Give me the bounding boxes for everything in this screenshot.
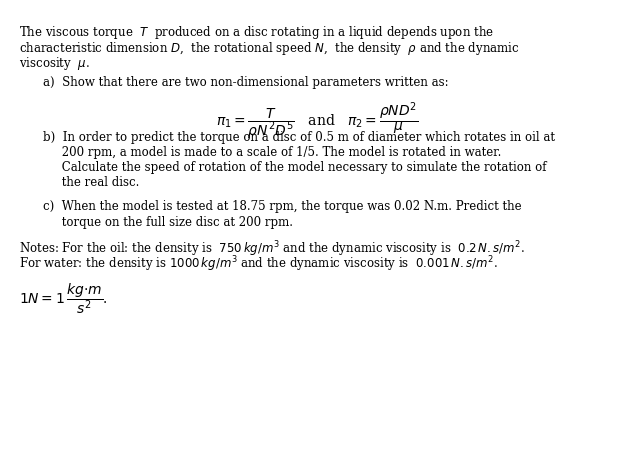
Text: The viscous torque  $T$  produced on a disc rotating in a liquid depends upon th: The viscous torque $T$ produced on a dis… <box>19 24 494 41</box>
Text: torque on the full size disc at 200 rpm.: torque on the full size disc at 200 rpm. <box>43 216 293 229</box>
Text: the real disc.: the real disc. <box>43 177 139 189</box>
Text: b)  In order to predict the torque on a disc of 0.5 m of diameter which rotates : b) In order to predict the torque on a d… <box>43 131 555 144</box>
Text: a)  Show that there are two non-dimensional parameters written as:: a) Show that there are two non-dimension… <box>43 77 448 89</box>
Text: Notes: For the oil: the density is  $750\,kg/m^3$ and the dynamic viscosity is  : Notes: For the oil: the density is $750\… <box>19 240 525 259</box>
Text: characteristic dimension $D$,  the rotational speed $N$,  the density  $\rho$ an: characteristic dimension $D$, the rotati… <box>19 39 520 57</box>
Text: 200 rpm, a model is made to a scale of 1/5. The model is rotated in water.: 200 rpm, a model is made to a scale of 1… <box>43 146 501 159</box>
Text: c)  When the model is tested at 18.75 rpm, the torque was 0.02 N.m. Predict the: c) When the model is tested at 18.75 rpm… <box>43 200 522 213</box>
Text: $1N = 1\,\dfrac{kg{\cdot}m}{s^2}$.: $1N = 1\,\dfrac{kg{\cdot}m}{s^2}$. <box>19 281 108 316</box>
Text: Calculate the speed of rotation of the model necessary to simulate the rotation : Calculate the speed of rotation of the m… <box>43 161 547 174</box>
Text: viscosity  $\mu$.: viscosity $\mu$. <box>19 55 90 72</box>
Text: $\pi_1 = \dfrac{T}{\rho N^2 D^5}$   and   $\pi_2 = \dfrac{\rho N D^2}{\mu}$: $\pi_1 = \dfrac{T}{\rho N^2 D^5}$ and $\… <box>216 101 418 142</box>
Text: For water: the density is $1000\,kg/m^3$ and the dynamic viscosity is  $0.001\,N: For water: the density is $1000\,kg/m^3$… <box>19 255 498 275</box>
